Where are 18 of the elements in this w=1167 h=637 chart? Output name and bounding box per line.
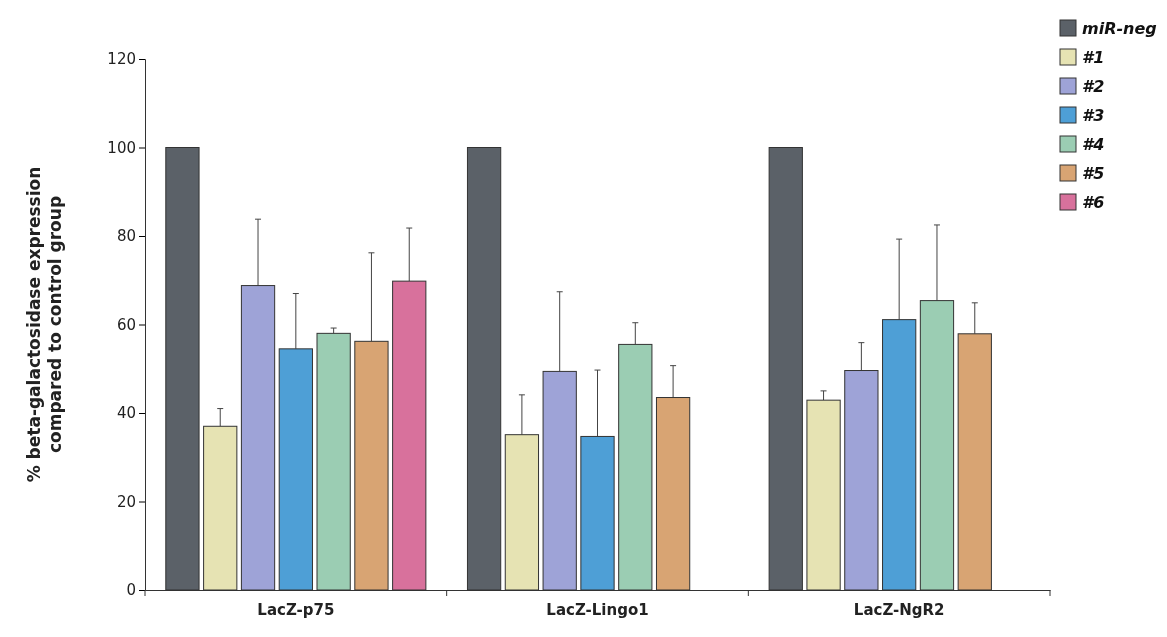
y-tick-label: 120: [107, 50, 136, 69]
y-tick-label: 80: [116, 227, 136, 246]
y-tick-label: 100: [107, 138, 136, 157]
legend-label: #3: [1082, 106, 1105, 125]
x-tick-label: LacZ-Lingo1: [546, 600, 649, 619]
y-tick-label: 60: [116, 315, 136, 334]
y-tick-label: 0: [126, 581, 136, 600]
legend-label: #1: [1082, 48, 1105, 67]
y-tick-label: 40: [116, 404, 136, 423]
y-tick-label: 20: [116, 492, 136, 511]
y-axis-title: % beta-galactosidase expression compared to control group: [24, 166, 66, 483]
legend-label: #5: [1082, 164, 1105, 183]
legend-label: miR-neg: [1082, 19, 1157, 38]
x-tick-label: LacZ-NgR2: [853, 600, 945, 619]
legend-label: #6: [1082, 193, 1105, 212]
legend-label: #4: [1082, 135, 1105, 154]
legend-label: #2: [1082, 77, 1105, 96]
x-tick-label: LacZ-p75: [257, 600, 335, 619]
